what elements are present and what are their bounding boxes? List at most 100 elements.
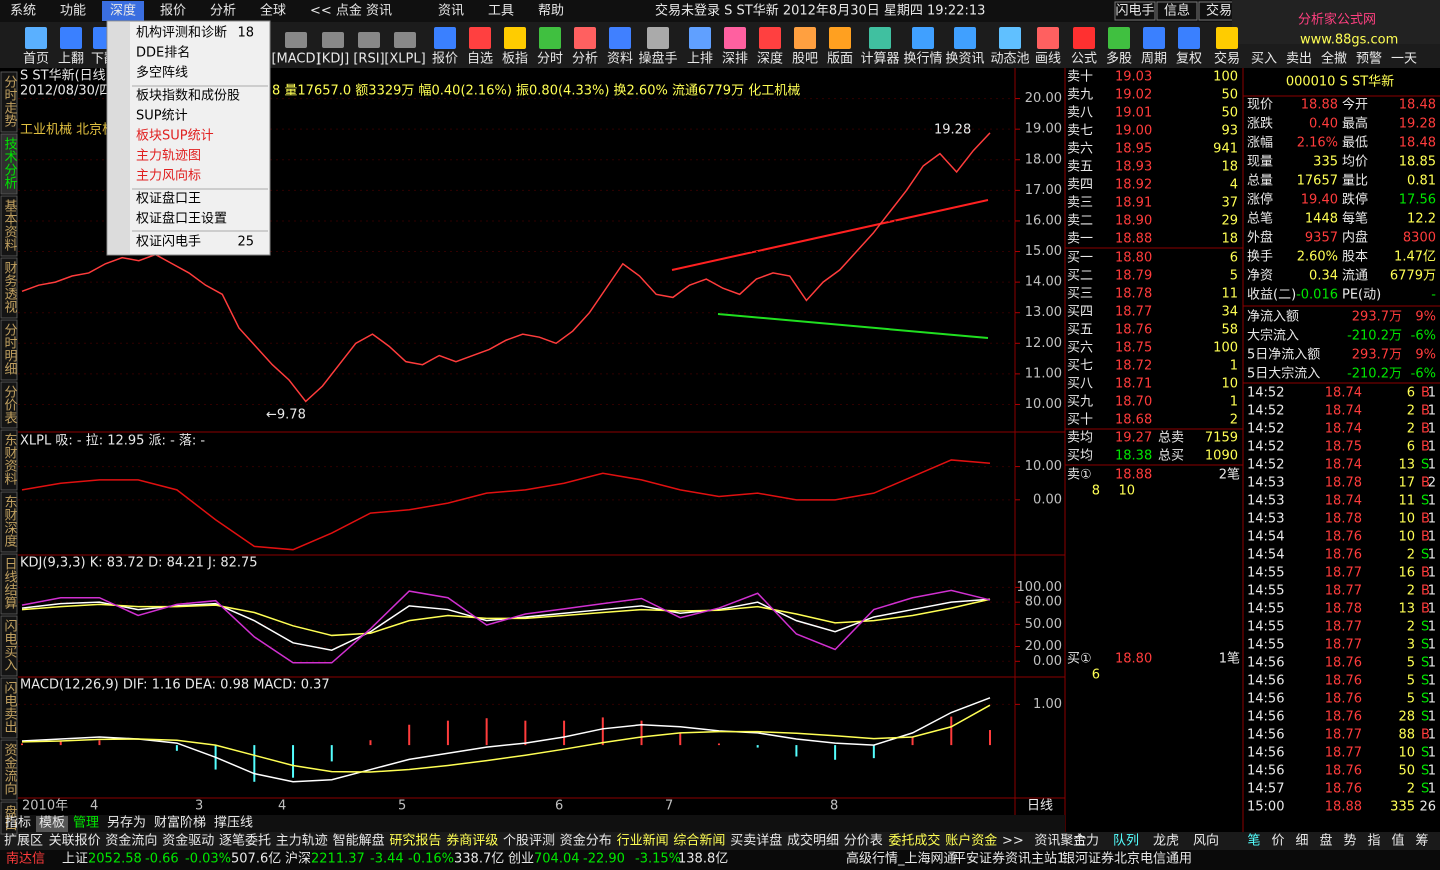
- toolbar-button[interactable]: 深排: [722, 52, 748, 67]
- toolbar-button[interactable]: 深度: [757, 51, 783, 67]
- menu-item[interactable]: 全球: [260, 3, 286, 19]
- trade-button[interactable]: 一天: [1391, 52, 1417, 67]
- info-tab[interactable]: >>: [1002, 834, 1024, 849]
- template-tab[interactable]: 另存为: [107, 816, 146, 831]
- side-tab-label[interactable]: 闪电卖出: [2, 681, 18, 733]
- info-tab[interactable]: 关联报价: [49, 834, 101, 849]
- side-tab-label[interactable]: 基本资料: [2, 199, 18, 251]
- toolbar-button[interactable]: 操盘手: [638, 51, 677, 67]
- side-tab[interactable]: [0, 801, 18, 835]
- detail-tab[interactable]: 价: [1271, 834, 1284, 849]
- dropdown-item[interactable]: 权证盘口王设置: [136, 211, 227, 227]
- template-tab[interactable]: 管理: [73, 816, 99, 831]
- info-tab[interactable]: 扩展区: [4, 834, 43, 849]
- info-tab[interactable]: 券商评级: [446, 833, 498, 849]
- top-button[interactable]: 交易: [1206, 3, 1232, 19]
- toolbar-button[interactable]: [RSI]: [353, 52, 384, 67]
- menu-item[interactable]: 分析: [210, 4, 236, 19]
- detail-tab[interactable]: 指: [1367, 834, 1380, 849]
- top-button[interactable]: 信息: [1164, 3, 1190, 19]
- toolbar-button[interactable]: 公式: [1071, 52, 1097, 67]
- dropdown-item[interactable]: 机构评测和诊断: [136, 26, 227, 41]
- toolbar-button[interactable]: 资料: [607, 52, 633, 67]
- toolbar-button[interactable]: 复权: [1176, 51, 1202, 67]
- toolbar-button[interactable]: 上翻: [58, 52, 84, 67]
- side-tab[interactable]: [0, 195, 18, 257]
- info-tab[interactable]: 智能解盘: [333, 833, 385, 849]
- info-tab[interactable]: 个股评测: [503, 834, 555, 849]
- side-tab[interactable]: [0, 677, 18, 739]
- top-button[interactable]: 闪电手: [1115, 4, 1154, 19]
- toolbar-button[interactable]: 多股: [1106, 51, 1132, 67]
- toolbar-button[interactable]: 版面: [827, 52, 853, 67]
- info-tab[interactable]: 行业新闻: [617, 833, 669, 849]
- toolbar-button[interactable]: 交易: [1214, 51, 1240, 67]
- info-tab[interactable]: 主力轨迹: [276, 834, 328, 849]
- dropdown-item[interactable]: 主力轨迹图: [136, 149, 201, 164]
- toolbar-button[interactable]: 股吧: [792, 52, 818, 67]
- side-tab[interactable]: [0, 739, 18, 801]
- info-tab[interactable]: 研究报告: [389, 834, 441, 849]
- side-tab[interactable]: [0, 319, 18, 381]
- info-tab[interactable]: 综合新闻: [673, 833, 725, 849]
- info-tab[interactable]: 分价表: [844, 834, 883, 849]
- dropdown-item[interactable]: 板块指数和成份股: [136, 89, 240, 104]
- info-tab[interactable]: 成交明细: [787, 833, 839, 849]
- side-tab[interactable]: [0, 71, 18, 133]
- info-tab[interactable]: 资金分布: [560, 833, 612, 849]
- detail-tab[interactable]: 笔: [1247, 833, 1260, 849]
- trade-button[interactable]: 预警: [1356, 51, 1382, 67]
- detail-tab[interactable]: 势: [1343, 833, 1356, 849]
- side-tab[interactable]: [0, 615, 18, 677]
- menu-item[interactable]: 报价: [160, 4, 186, 19]
- menu-item[interactable]: 深度: [110, 3, 136, 19]
- info-tab[interactable]: 资金流向: [105, 833, 157, 849]
- side-tab-label[interactable]: 分时走势: [2, 75, 18, 128]
- side-tab[interactable]: [0, 491, 18, 553]
- detail-tab[interactable]: 细: [1295, 834, 1308, 849]
- menu-item[interactable]: 系统: [10, 4, 36, 19]
- toolbar-button[interactable]: 分时: [537, 52, 563, 67]
- toolbar-button[interactable]: 自选: [467, 52, 493, 67]
- toolbar-button[interactable]: 换行情: [903, 52, 942, 67]
- side-tab-label[interactable]: 财务透视: [2, 261, 18, 313]
- side-tab-label[interactable]: 闪电买入: [2, 619, 18, 671]
- toolbar-button[interactable]: 分析: [572, 52, 598, 67]
- toolbar-button[interactable]: 换资讯: [945, 52, 984, 67]
- info-tab[interactable]: 账户资金: [945, 833, 997, 849]
- menu-item[interactable]: 功能: [60, 4, 86, 19]
- side-tab-label[interactable]: 资金流向: [2, 743, 18, 795]
- dropdown-item[interactable]: DDE排名: [136, 45, 190, 61]
- panel-tab[interactable]: 队列: [1113, 834, 1139, 849]
- toolbar-button[interactable]: 首页: [23, 52, 49, 67]
- toolbar-button[interactable]: 周期: [1141, 52, 1167, 67]
- trade-button[interactable]: 全撤: [1321, 51, 1347, 67]
- toolbar-button[interactable]: 板指: [502, 52, 528, 67]
- side-tab[interactable]: [0, 429, 18, 491]
- menu-item[interactable]: 资讯: [438, 4, 464, 19]
- dropdown-item[interactable]: 板块SUP统计: [136, 129, 214, 144]
- toolbar-button[interactable]: [KDJ]: [317, 52, 350, 67]
- toolbar-button[interactable]: 报价: [432, 52, 458, 67]
- info-tab[interactable]: 买卖详盘: [730, 833, 782, 849]
- template-tab[interactable]: 撑压线: [214, 816, 253, 831]
- info-tab[interactable]: 逐笔委托: [219, 833, 271, 849]
- side-tab-label[interactable]: 日线结算: [2, 557, 18, 609]
- trade-button[interactable]: 买入: [1251, 52, 1277, 67]
- toolbar-button[interactable]: 计算器: [860, 52, 899, 67]
- toolbar-button[interactable]: [XLPL]: [384, 52, 425, 67]
- toolbar-button[interactable]: 上排: [687, 52, 713, 67]
- template-tab[interactable]: 财富阶梯: [154, 815, 206, 831]
- dropdown-item[interactable]: 权证闪电手: [136, 234, 201, 250]
- trade-button[interactable]: 卖出: [1286, 52, 1312, 67]
- info-tab[interactable]: 资金驱动: [162, 833, 214, 849]
- template-tab[interactable]: 指标: [5, 816, 31, 831]
- toolbar-button[interactable]: 画线: [1035, 52, 1061, 67]
- panel-tab[interactable]: 主力: [1073, 834, 1099, 849]
- toolbar-button[interactable]: [MACD]: [271, 52, 320, 67]
- info-tab[interactable]: 委托成交: [888, 833, 940, 849]
- menu-item[interactable]: 工具: [488, 4, 514, 19]
- dropdown-item[interactable]: 主力风向标: [136, 168, 201, 184]
- side-tab-label[interactable]: 盘口: [2, 804, 18, 831]
- side-tab-label[interactable]: 东财资料: [2, 433, 18, 485]
